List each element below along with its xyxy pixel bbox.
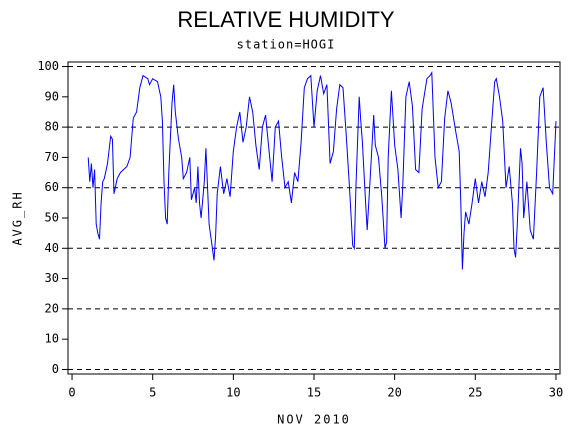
x-tick-label: 0 [68,386,75,400]
x-tick-label: 30 [549,386,563,400]
x-axis-label: NOV 2010 [277,413,351,427]
y-tick-label: 20 [45,301,59,315]
y-tick-label: 0 [52,362,59,376]
y-tick-label: 50 [45,211,59,225]
chart-title: RELATIVE HUMIDITY [177,7,395,32]
y-tick-label: 90 [45,89,59,103]
plot-frame [67,61,561,375]
x-tick-label: 25 [468,386,482,400]
y-tick-label: 80 [45,120,59,134]
data-line [87,70,557,270]
x-tick-label: 15 [307,386,321,400]
chart-subtitle: station=HOGI [237,38,336,52]
y-axis-label: AVG_RH [11,190,25,245]
x-tick-label: 20 [387,386,401,400]
x-tick-label: 5 [149,386,156,400]
y-tick-label: 60 [45,180,59,194]
y-tick-label: 40 [45,241,59,255]
y-tick-label: 10 [45,332,59,346]
x-tick-label: 10 [226,386,240,400]
y-tick-label: 100 [37,59,59,73]
y-tick-label: 30 [45,271,59,285]
y-tick-label: 70 [45,150,59,164]
